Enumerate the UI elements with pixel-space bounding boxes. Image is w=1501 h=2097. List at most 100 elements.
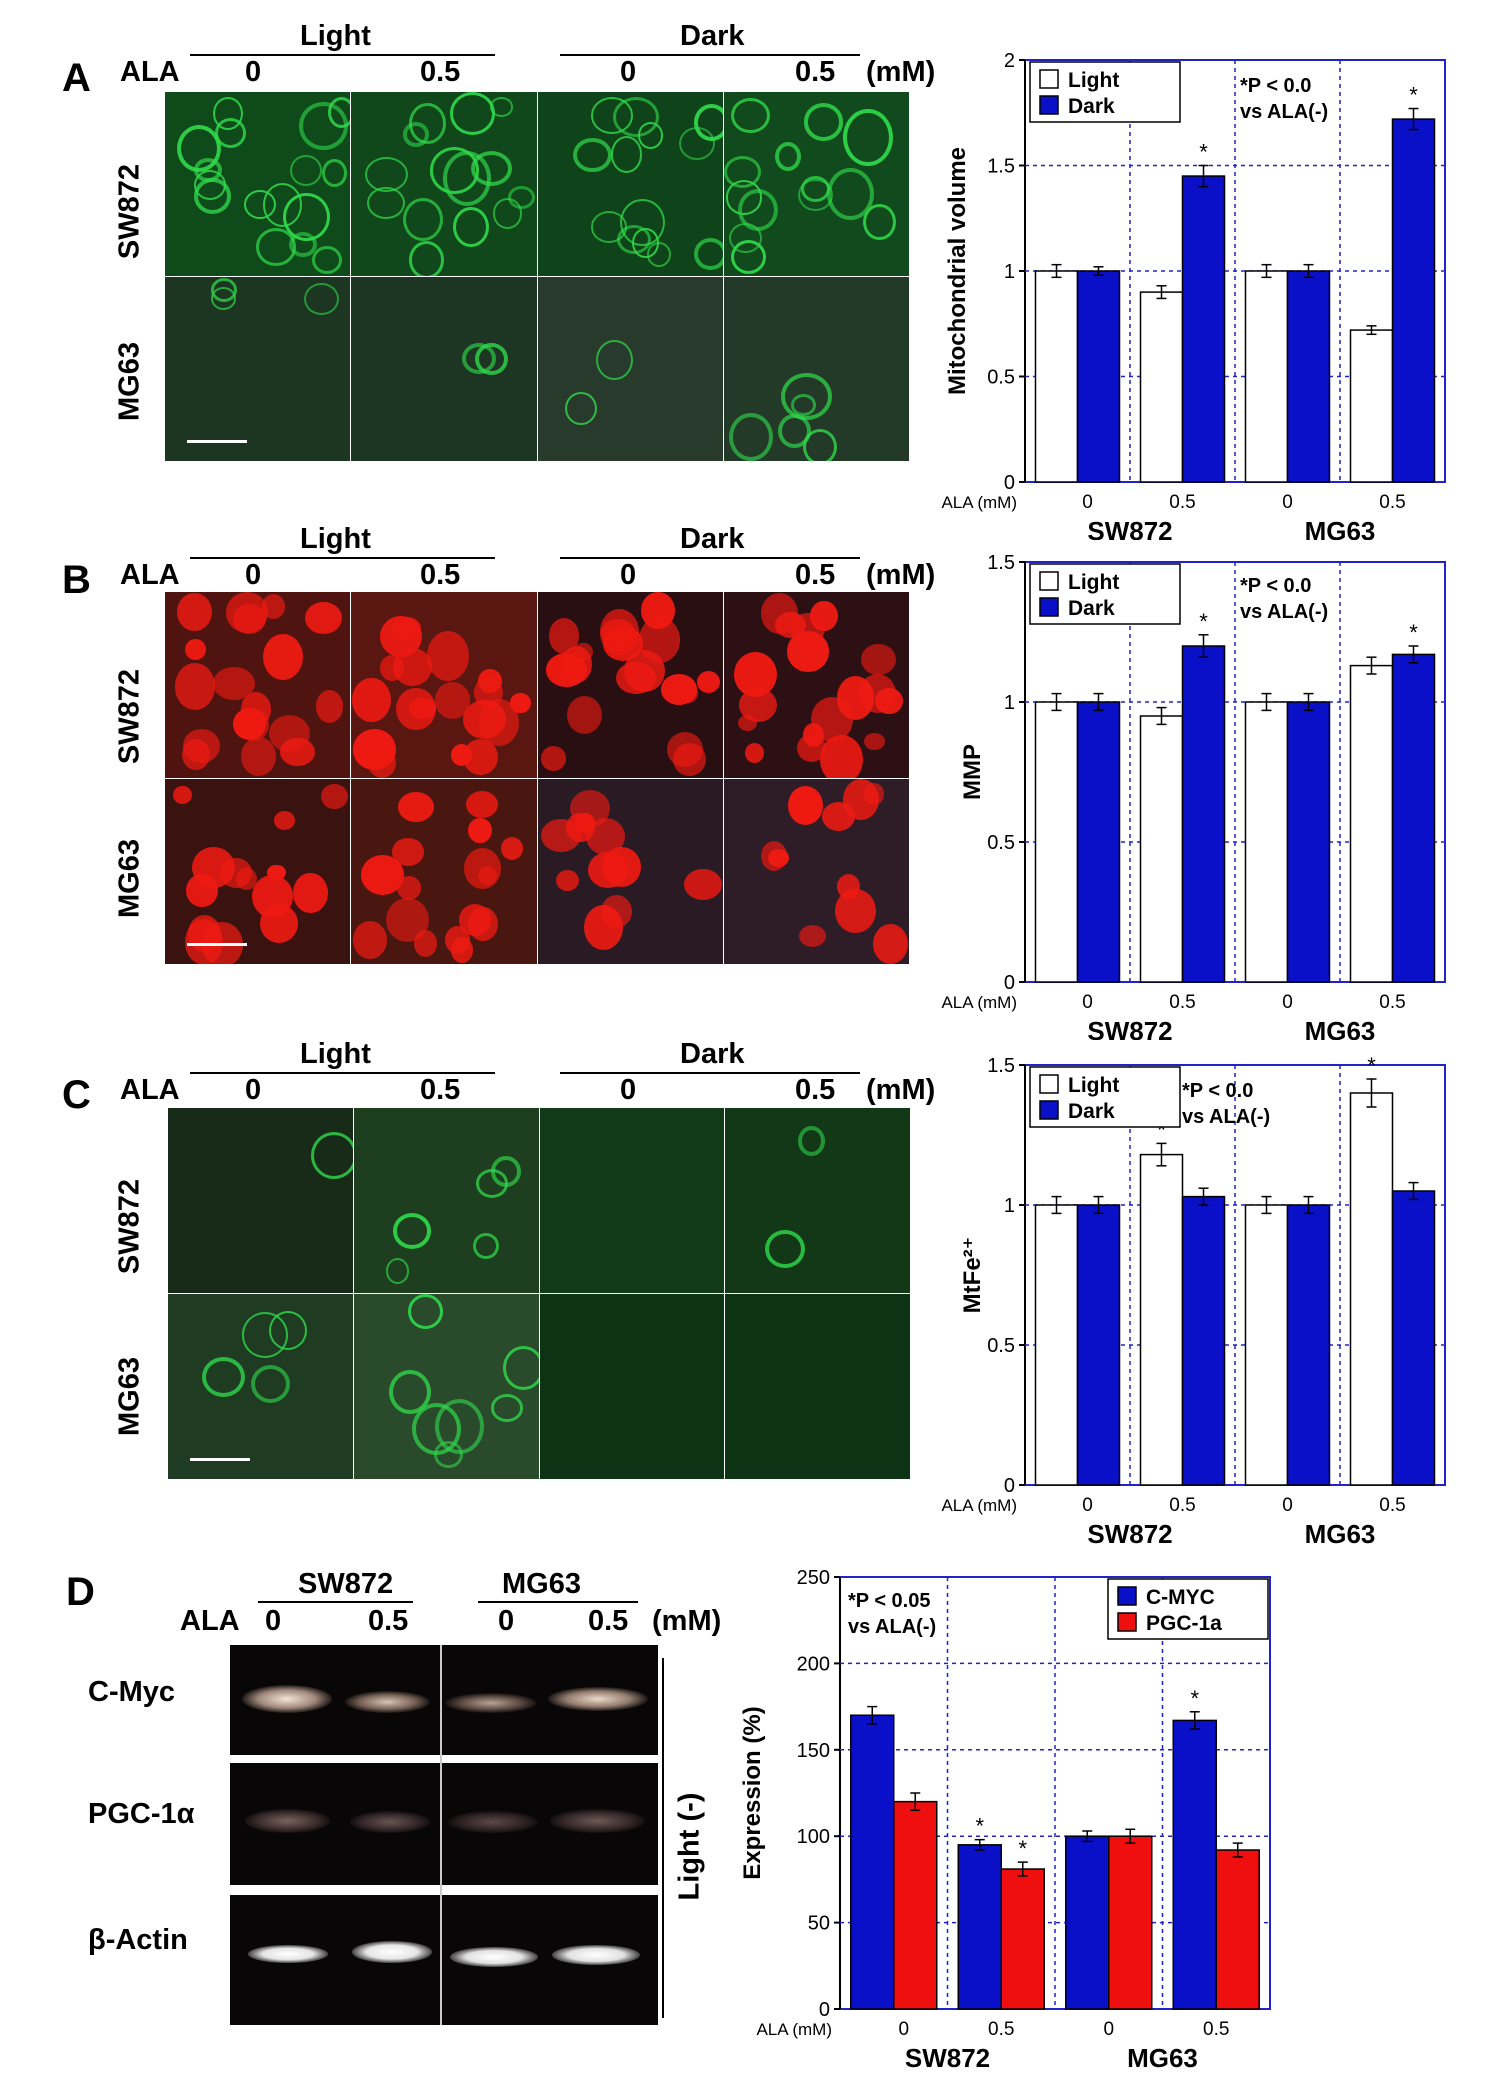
cell-blob — [465, 791, 498, 819]
legend-swatch — [1039, 571, 1059, 591]
x-axis-prefix: ALA (mM) — [941, 993, 1017, 1012]
cell-blob — [472, 1232, 499, 1260]
micrograph-tile — [537, 277, 723, 461]
ala-label: ALA — [180, 1605, 240, 1637]
sig-marker: * — [1018, 1836, 1027, 1861]
x-tick-label: 0.5 — [988, 2019, 1014, 2040]
micrograph-tile — [539, 1294, 725, 1479]
gel-blot-pgc1a — [230, 1763, 658, 1885]
cell-blob — [836, 676, 875, 720]
gel-blot-actin — [230, 1895, 658, 2025]
bar — [1034, 1204, 1079, 1486]
cell-blob — [367, 186, 405, 220]
group-label: SW872 — [1087, 516, 1172, 540]
y-tick-label: 0 — [1004, 972, 1015, 994]
stat-annotation: *P < 0.0 — [1182, 1080, 1253, 1102]
scale-bar — [190, 1458, 250, 1461]
y-tick-label: 150 — [797, 1740, 830, 1762]
cell-blob — [426, 631, 470, 682]
bar — [1181, 1195, 1226, 1486]
cell-blob — [788, 785, 824, 825]
cell-blob — [509, 692, 531, 714]
legend-swatch — [1039, 69, 1059, 89]
cell-blob — [174, 663, 216, 710]
micrograph-tile — [165, 778, 351, 964]
x-tick-label: 0 — [898, 2019, 909, 2040]
cell-blob — [251, 1364, 291, 1403]
light-header: Light — [300, 523, 371, 555]
gel-band — [242, 1685, 332, 1713]
gel-band — [450, 1947, 538, 1967]
cell-blob — [388, 1370, 431, 1415]
legend-swatch — [1039, 1074, 1059, 1094]
micrograph-tile — [351, 277, 537, 461]
micrograph-tile — [351, 92, 537, 276]
ala-label: ALA — [120, 559, 180, 591]
y-tick-label: 200 — [797, 1653, 830, 1675]
y-axis-label: Mitochondrial volume — [944, 147, 971, 395]
cell-blob — [453, 206, 490, 247]
cell-blob — [775, 612, 807, 638]
cell-blob — [408, 241, 444, 276]
cell-blob — [678, 126, 715, 161]
dark-underline — [560, 1072, 860, 1074]
cell-blob — [351, 677, 391, 723]
cell-blob — [591, 97, 633, 134]
y-tick-label: 50 — [808, 1913, 830, 1935]
row-label-sw872: SW872 — [113, 1178, 146, 1275]
cell-blob — [573, 137, 612, 173]
gel-band — [345, 1691, 430, 1713]
y-tick-label: 1.5 — [987, 1055, 1015, 1077]
gel-band — [548, 1687, 648, 1711]
cell-blob — [262, 183, 302, 228]
x-tick-label: 0 — [1082, 492, 1093, 513]
cell-blob — [268, 1310, 308, 1351]
sig-marker: * — [1199, 609, 1208, 634]
gene-label-cmyc: C-Myc — [88, 1676, 176, 1708]
cell-blob — [836, 874, 861, 900]
dose-label: 0 — [620, 56, 637, 88]
group-label: SW872 — [1087, 1519, 1172, 1549]
dose-label: 0.5 — [795, 56, 836, 88]
bar — [1349, 1092, 1394, 1486]
micrograph-tile — [537, 778, 723, 964]
row-label-sw872: SW872 — [113, 163, 146, 260]
cell-blob — [409, 102, 446, 144]
cell-blob — [864, 732, 886, 751]
ala-label: ALA — [120, 56, 180, 88]
cell-blob — [367, 748, 396, 778]
cell-blob — [738, 188, 779, 231]
legend-swatch — [1039, 597, 1059, 617]
x-tick-label: 0.5 — [1203, 2019, 1229, 2040]
cell-blob — [502, 1346, 539, 1390]
micrograph-tile — [537, 592, 723, 778]
bar — [1286, 701, 1331, 983]
legend-label: Light — [1068, 1074, 1119, 1097]
dose-label: 0 — [620, 559, 637, 591]
cell-blob — [599, 609, 640, 655]
cell-blob — [508, 186, 536, 210]
sw872-underline — [258, 1601, 413, 1603]
bracket-line — [662, 1658, 664, 2018]
micrograph-tile — [353, 1294, 539, 1479]
unit-label: (mM) — [866, 1074, 936, 1106]
bar — [850, 1714, 895, 2010]
y-tick-label: 1 — [1004, 1195, 1015, 1217]
micrograph-tile — [537, 92, 723, 276]
bar — [1349, 329, 1394, 483]
cell-blob — [873, 924, 908, 964]
cell-blob — [385, 1257, 410, 1284]
dark-header: Dark — [680, 523, 745, 555]
cell-blob — [173, 786, 192, 805]
y-axis-label: Expression (%) — [739, 1706, 766, 1879]
sig-marker: * — [1367, 1053, 1376, 1078]
cell-blob — [184, 638, 207, 660]
chart-c-mtfe: 0 0.5 1 1.5 0 * 0.5 0 * 0.5 ALA (mM) SW872 MG63 MtFe²… — [941, 1053, 1446, 1549]
micrograph-grid-b — [165, 592, 910, 965]
cell-blob — [620, 198, 666, 247]
stat-annotation: *P < 0.0 — [1240, 575, 1311, 597]
cell-blob — [616, 661, 657, 695]
x-tick-label: 0 — [1282, 1495, 1293, 1516]
dose-label: 0.5 — [795, 559, 836, 591]
y-tick-label: 1 — [1004, 261, 1015, 283]
